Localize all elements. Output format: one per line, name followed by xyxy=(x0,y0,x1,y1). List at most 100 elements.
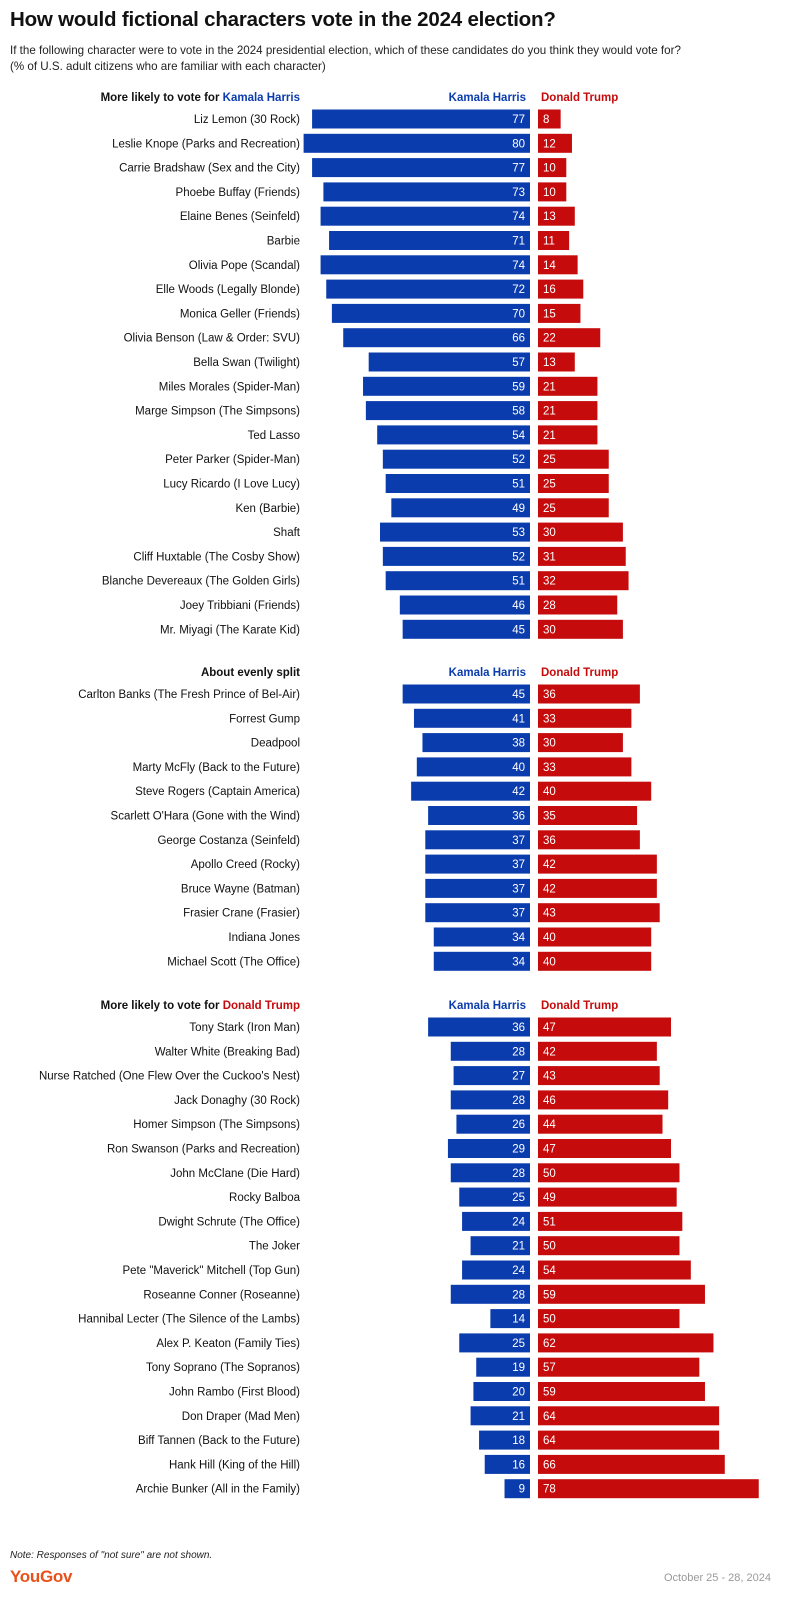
character-label: Homer Simpson (The Simpsons) xyxy=(133,1119,300,1131)
character-label: Tony Soprano (The Sopranos) xyxy=(146,1362,300,1374)
column-header-trump: Donald Trump xyxy=(541,1000,618,1012)
trump-value-label: 36 xyxy=(543,689,556,701)
harris-bar xyxy=(447,1139,530,1158)
harris-bar xyxy=(343,328,530,348)
harris-value-label: 36 xyxy=(512,811,525,823)
harris-bar xyxy=(363,376,530,396)
character-label: Archie Bunker (All in the Family) xyxy=(136,1484,300,1496)
trump-bar xyxy=(538,781,652,801)
harris-value-label: 72 xyxy=(512,284,525,296)
harris-bar xyxy=(382,546,530,566)
trump-bar xyxy=(538,158,567,178)
trump-value-label: 8 xyxy=(543,114,549,126)
harris-bar xyxy=(385,571,530,591)
trump-bar xyxy=(538,1284,705,1304)
harris-value-label: 37 xyxy=(512,835,525,847)
harris-value-label: 24 xyxy=(512,1265,525,1277)
group-heading-text: About evenly split xyxy=(201,667,300,679)
harris-value-label: 74 xyxy=(512,211,525,223)
trump-bar xyxy=(538,303,581,323)
harris-value-label: 25 xyxy=(512,1192,525,1204)
harris-bar xyxy=(433,927,530,947)
character-label: Phoebe Buffay (Friends) xyxy=(176,187,301,199)
character-label: Apollo Creed (Rocky) xyxy=(191,859,300,871)
trump-bar xyxy=(538,1163,680,1183)
character-label: Ken (Barbie) xyxy=(235,503,300,515)
trump-bar xyxy=(538,1017,672,1037)
harris-bar xyxy=(473,1382,530,1401)
trump-bar xyxy=(538,733,623,753)
trump-value-label: 62 xyxy=(543,1338,556,1350)
chart-title: How would fictional characters vote in t… xyxy=(10,8,556,31)
harris-bar xyxy=(450,1041,530,1061)
trump-bar xyxy=(538,1333,714,1353)
trump-bar xyxy=(538,1114,663,1134)
character-label: Tony Stark (Iron Man) xyxy=(189,1022,300,1034)
harris-value-label: 77 xyxy=(512,114,525,126)
yougov-logo: YouGov xyxy=(10,1567,73,1586)
character-label: Hank Hill (King of the Hill) xyxy=(169,1459,300,1471)
harris-bar xyxy=(312,158,530,178)
harris-value-label: 57 xyxy=(512,357,525,369)
trump-bar xyxy=(538,1406,720,1426)
trump-bar xyxy=(538,571,629,591)
trump-value-label: 28 xyxy=(543,600,556,612)
harris-value-label: 18 xyxy=(512,1435,525,1447)
trump-value-label: 64 xyxy=(543,1435,556,1447)
trump-value-label: 31 xyxy=(543,551,556,563)
harris-bar xyxy=(391,498,530,518)
harris-value-label: 45 xyxy=(512,624,525,636)
trump-value-label: 33 xyxy=(543,713,556,725)
trump-value-label: 42 xyxy=(543,883,556,895)
character-label: Blanche Devereaux (The Golden Girls) xyxy=(102,576,300,588)
column-header-trump: Donald Trump xyxy=(541,92,618,104)
harris-bar xyxy=(320,206,530,226)
trump-bar xyxy=(538,1187,677,1207)
trump-value-label: 13 xyxy=(543,357,556,369)
harris-bar xyxy=(450,1284,530,1304)
trump-value-label: 47 xyxy=(543,1144,556,1156)
harris-value-label: 66 xyxy=(512,333,525,345)
trump-value-label: 12 xyxy=(543,138,556,150)
harris-bar xyxy=(425,903,530,923)
character-label: John McClane (Die Hard) xyxy=(170,1168,300,1180)
trump-value-label: 59 xyxy=(543,1387,556,1399)
group-heading-text: More likely to vote for xyxy=(101,92,223,104)
harris-value-label: 19 xyxy=(512,1362,525,1374)
harris-bar xyxy=(433,951,530,971)
trump-value-label: 47 xyxy=(543,1022,556,1034)
character-label: Bella Swan (Twilight) xyxy=(193,357,300,369)
harris-bar xyxy=(382,449,530,469)
harris-value-label: 53 xyxy=(512,527,525,539)
trump-bar xyxy=(538,1309,680,1329)
harris-value-label: 73 xyxy=(512,187,525,199)
footnote: Note: Responses of "not sure" are not sh… xyxy=(10,1550,213,1561)
harris-value-label: 28 xyxy=(512,1289,525,1301)
trump-value-label: 59 xyxy=(543,1289,556,1301)
trump-bar xyxy=(538,1211,683,1231)
character-label: Indiana Jones xyxy=(228,932,300,944)
character-label: Marge Simpson (The Simpsons) xyxy=(135,406,300,418)
character-label: Monica Geller (Friends) xyxy=(180,308,300,320)
harris-bar xyxy=(385,474,530,493)
harris-value-label: 41 xyxy=(512,713,525,725)
trump-value-label: 78 xyxy=(543,1484,556,1496)
character-label: Don Draper (Mad Men) xyxy=(182,1411,300,1423)
trump-value-label: 30 xyxy=(543,624,556,636)
trump-value-label: 66 xyxy=(543,1459,556,1471)
character-label: Frasier Crane (Frasier) xyxy=(183,908,300,920)
harris-bar xyxy=(490,1309,530,1329)
harris-bar xyxy=(456,1114,530,1134)
harris-bar xyxy=(380,522,530,542)
harris-bar xyxy=(365,401,530,421)
trump-value-label: 30 xyxy=(543,738,556,750)
harris-value-label: 59 xyxy=(512,381,525,393)
harris-bar xyxy=(428,1017,530,1037)
trump-value-label: 36 xyxy=(543,835,556,847)
harris-value-label: 28 xyxy=(512,1046,525,1058)
character-label: Cliff Huxtable (The Cosby Show) xyxy=(133,551,300,563)
trump-value-label: 44 xyxy=(543,1119,556,1131)
character-label: Elle Woods (Legally Blonde) xyxy=(156,284,300,296)
column-header-harris: Kamala Harris xyxy=(449,667,526,679)
trump-value-label: 46 xyxy=(543,1095,556,1107)
